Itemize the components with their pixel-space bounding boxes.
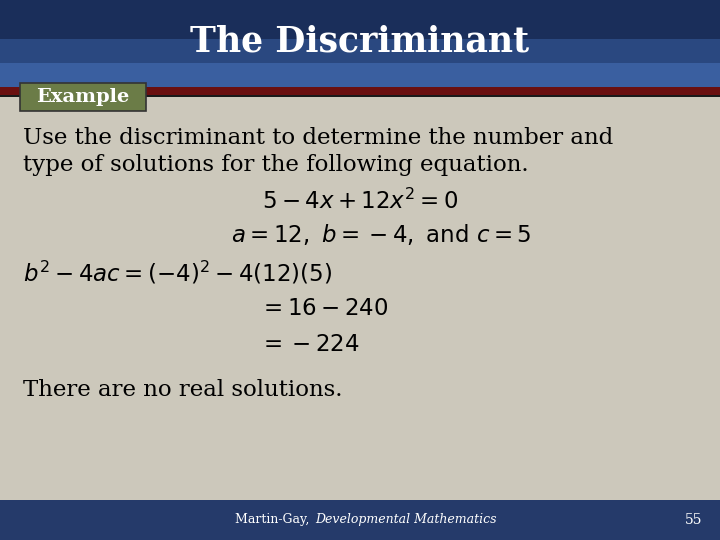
Text: There are no real solutions.: There are no real solutions. [23, 379, 343, 401]
FancyBboxPatch shape [0, 97, 720, 500]
Text: $= 16 - 240$: $= 16 - 240$ [259, 298, 389, 320]
FancyBboxPatch shape [0, 39, 720, 63]
FancyBboxPatch shape [0, 500, 720, 540]
Text: type of solutions for the following equation.: type of solutions for the following equa… [23, 154, 528, 176]
Text: Developmental Mathematics: Developmental Mathematics [315, 513, 497, 526]
FancyBboxPatch shape [0, 0, 720, 39]
FancyBboxPatch shape [0, 39, 720, 87]
FancyBboxPatch shape [20, 83, 146, 111]
FancyBboxPatch shape [0, 95, 720, 97]
Text: $5 - 4x + 12x^2 = 0$: $5 - 4x + 12x^2 = 0$ [262, 188, 458, 213]
Text: $a = 12,\ b = -4,\ \mathrm{and}\ c = 5$: $a = 12,\ b = -4,\ \mathrm{and}\ c = 5$ [231, 222, 532, 247]
Text: Example: Example [37, 87, 130, 106]
Text: The Discriminant: The Discriminant [190, 24, 530, 58]
Text: Martin-Gay,: Martin-Gay, [235, 513, 313, 526]
Text: $b^2 - 4ac = (-4)^2 - 4(12)(5)$: $b^2 - 4ac = (-4)^2 - 4(12)(5)$ [23, 259, 332, 286]
Text: Use the discriminant to determine the number and: Use the discriminant to determine the nu… [23, 127, 613, 148]
Text: 55: 55 [685, 513, 702, 526]
Text: $= -224$: $= -224$ [259, 333, 360, 356]
FancyBboxPatch shape [0, 87, 720, 97]
